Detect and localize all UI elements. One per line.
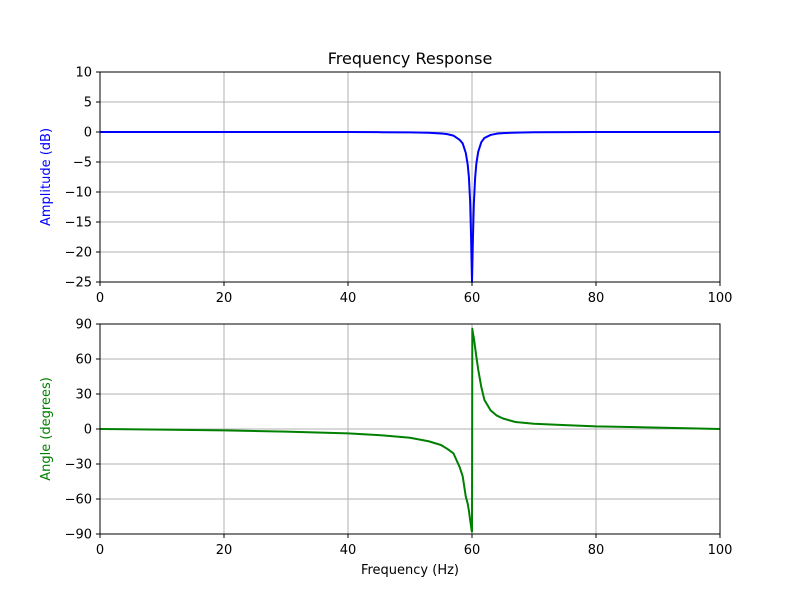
- y-tick-label: −30: [65, 458, 92, 473]
- phase-series-line: [99, 327, 721, 533]
- x-tick-label: 0: [96, 543, 104, 558]
- x-tick-label: 80: [588, 291, 605, 306]
- x-tick-label: 80: [588, 543, 605, 558]
- y-tick-label: 5: [84, 96, 92, 111]
- x-tick-label: 100: [708, 291, 733, 306]
- phase-panel: 0 20 40 60 80 100 90 60 30 0 −30 −60 −90 Angle (degre…: [39, 318, 732, 579]
- amplitude-series-line: [100, 131, 720, 283]
- x-tick-label: 40: [340, 291, 357, 306]
- x-tick-label: 100: [708, 543, 733, 558]
- amplitude-y-axis-label: Amplitude (dB): [39, 128, 54, 226]
- y-tick-label: −5: [73, 156, 92, 171]
- x-tick-label: 20: [216, 291, 233, 306]
- x-tick-label: 20: [216, 543, 233, 558]
- y-tick-label: 0: [84, 423, 92, 438]
- y-tick-label: 30: [75, 388, 92, 403]
- phase-x-axis-label: Frequency (Hz): [361, 563, 459, 578]
- chart-title: Frequency Response: [328, 49, 493, 68]
- y-tick-label: 0: [84, 126, 92, 141]
- x-tick-label: 0: [96, 291, 104, 306]
- y-tick-label: 10: [75, 66, 92, 81]
- y-tick-label: 90: [75, 318, 92, 333]
- y-tick-label: −90: [65, 528, 92, 543]
- y-tick-label: −25: [65, 276, 92, 291]
- amplitude-panel: 0 20 40 60 80 100 10 5 0 −5 −10 −15 −20 −25 Amplitude …: [39, 66, 732, 307]
- x-tick-label: 40: [340, 543, 357, 558]
- y-tick-label: −60: [65, 493, 92, 508]
- x-tick-label: 60: [464, 543, 481, 558]
- x-tick-label: 60: [464, 291, 481, 306]
- amplitude-axes-frame: [99, 71, 721, 283]
- y-tick-label: −15: [65, 216, 92, 231]
- y-tick-label: −10: [65, 186, 92, 201]
- phase-y-axis-label: Angle (degrees): [39, 377, 54, 481]
- y-tick-label: 60: [75, 353, 92, 368]
- y-tick-label: −20: [65, 246, 92, 261]
